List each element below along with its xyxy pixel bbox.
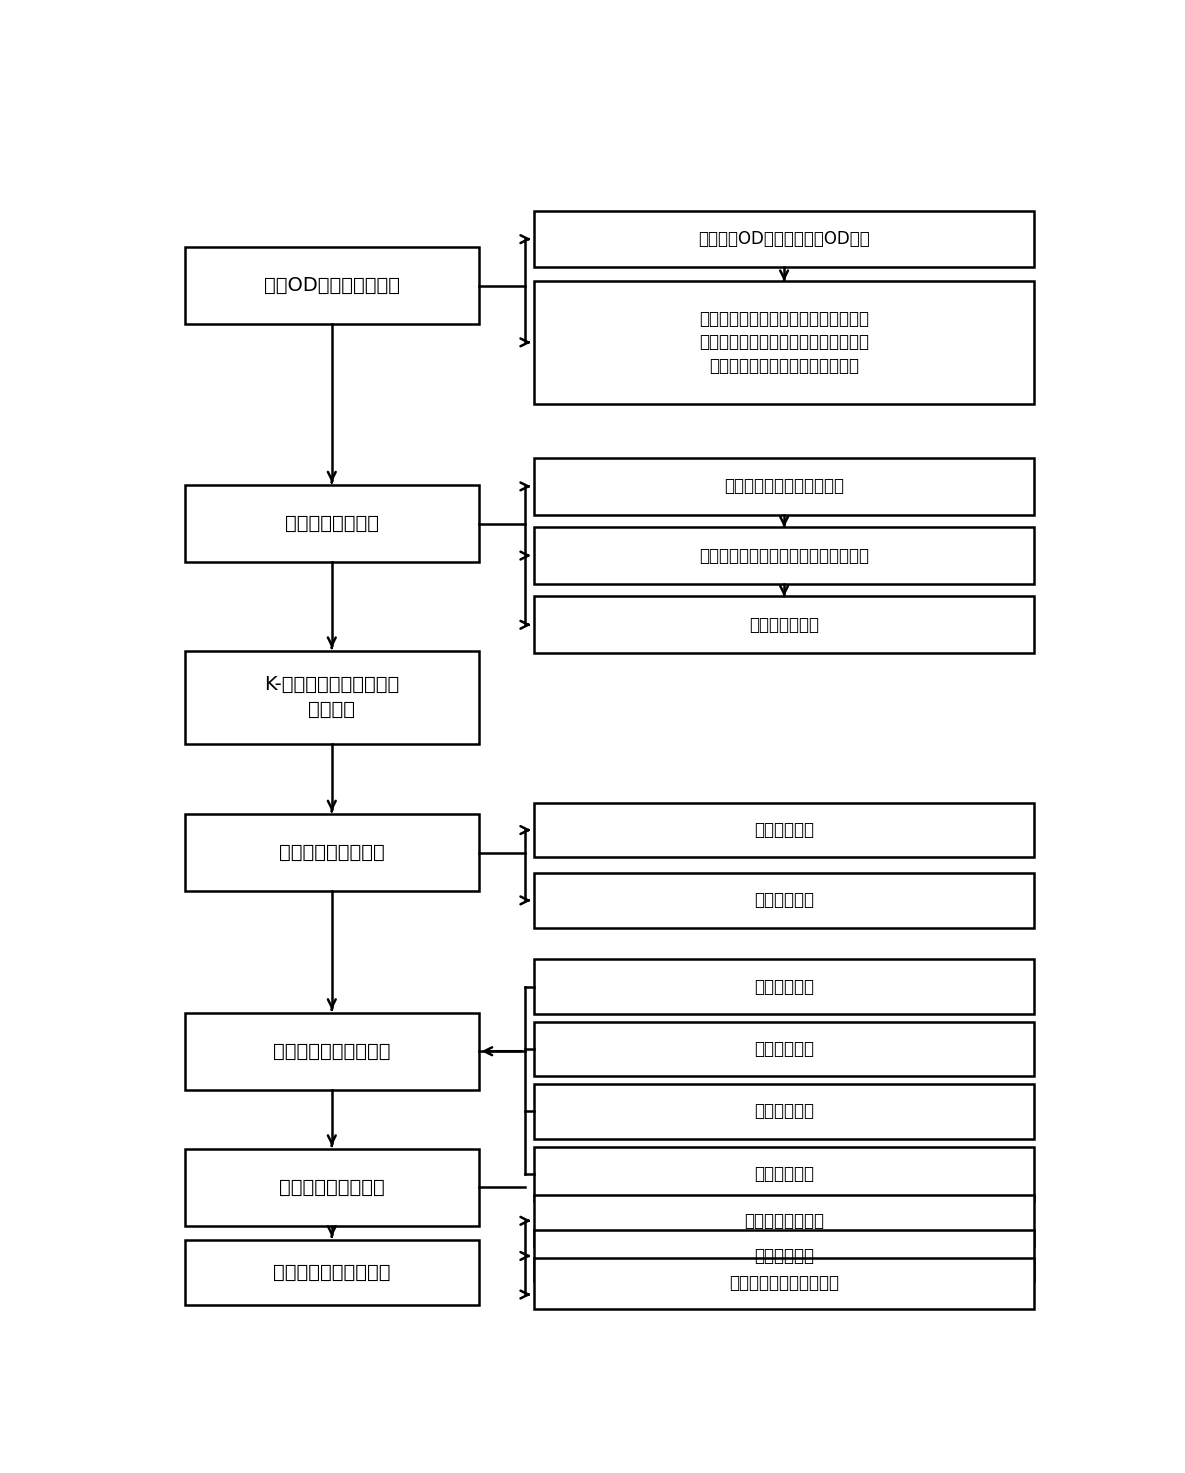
FancyBboxPatch shape: [185, 485, 479, 563]
FancyBboxPatch shape: [533, 959, 1035, 1013]
Text: 车辆规模约束: 车辆规模约束: [754, 1040, 814, 1058]
FancyBboxPatch shape: [185, 1012, 479, 1090]
FancyBboxPatch shape: [185, 651, 479, 744]
Text: 确定公交站点集合: 确定公交站点集合: [284, 514, 379, 533]
Text: 计算值达客流: 计算值达客流: [754, 1248, 814, 1265]
FancyBboxPatch shape: [533, 458, 1035, 514]
FancyBboxPatch shape: [533, 1258, 1035, 1308]
Text: 生成二代候选线路集: 生成二代候选线路集: [278, 843, 385, 862]
Text: 穷举法优选公交支线: 穷举法优选公交支线: [278, 1178, 385, 1198]
Text: 线路长度约束: 线路长度约束: [754, 820, 814, 840]
Text: 按混合权重系数排序生成公交站点集合: 按混合权重系数排序生成公交站点集合: [699, 546, 869, 564]
FancyBboxPatch shape: [533, 1022, 1035, 1077]
FancyBboxPatch shape: [533, 527, 1035, 583]
Text: 确定首末站点对: 确定首末站点对: [749, 616, 819, 633]
Text: K-最短路算法生成初始候
选线路集: K-最短路算法生成初始候 选线路集: [264, 675, 399, 719]
Text: 发车间隔约束: 发车间隔约束: [754, 978, 814, 996]
FancyBboxPatch shape: [533, 803, 1035, 857]
Text: 换乘次数约束: 换乘次数约束: [754, 1165, 814, 1183]
FancyBboxPatch shape: [533, 281, 1035, 404]
FancyBboxPatch shape: [185, 1239, 479, 1305]
FancyBboxPatch shape: [533, 211, 1035, 268]
Text: 权重系数排序: 权重系数排序: [754, 891, 814, 909]
Text: 干线与支线需求总量要求: 干线与支线需求总量要求: [729, 1274, 839, 1292]
FancyBboxPatch shape: [533, 1146, 1035, 1200]
FancyBboxPatch shape: [185, 1149, 479, 1226]
FancyBboxPatch shape: [533, 1195, 1035, 1246]
FancyBboxPatch shape: [533, 873, 1035, 928]
FancyBboxPatch shape: [185, 815, 479, 891]
FancyBboxPatch shape: [533, 1084, 1035, 1139]
FancyBboxPatch shape: [533, 597, 1035, 653]
Text: 遗传算法优选公交干线: 遗传算法优选公交干线: [273, 1041, 391, 1061]
Text: 站点间的出行需求: 站点间的出行需求: [744, 1212, 824, 1230]
FancyBboxPatch shape: [185, 247, 479, 324]
Text: 公交车行驶速度、行人步行速度、公交
车辆规模、公交分担率、发车间隔、未
满足需求规模系数、不适系数指数: 公交车行驶速度、行人步行速度、公交 车辆规模、公交分担率、发车间隔、未 满足需求…: [699, 309, 869, 376]
Text: 计算待选公交站点权重系数: 计算待选公交站点权重系数: [724, 477, 844, 495]
Text: 采集OD数据，设置参数: 采集OD数据，设置参数: [264, 275, 399, 295]
Text: 需求规模约束: 需求规模约束: [754, 1102, 814, 1121]
Text: 根据实际情况进行调整: 根据实际情况进行调整: [273, 1262, 391, 1282]
Text: 高峰时段OD数据、全天候OD数据: 高峰时段OD数据、全天候OD数据: [698, 230, 870, 247]
FancyBboxPatch shape: [533, 1230, 1035, 1282]
